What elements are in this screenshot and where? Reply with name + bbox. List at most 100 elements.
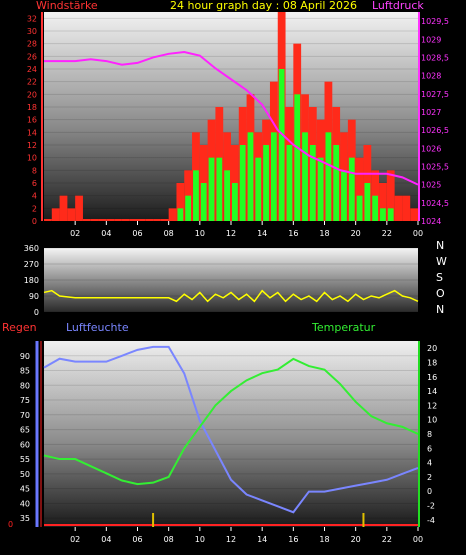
time-tick-label: 12 xyxy=(226,229,236,238)
time-tick-label: 00 xyxy=(413,229,423,238)
wind-average-bar xyxy=(387,208,394,221)
pressure-tick-label: 1024 xyxy=(421,217,441,226)
wind-average-bar xyxy=(208,157,215,221)
temperature-tick-label: 12 xyxy=(427,401,437,410)
time-tick-label: 16 xyxy=(288,229,298,238)
wind-average-bar xyxy=(193,170,199,221)
wind-gust-bar xyxy=(121,219,130,221)
wind-average-bar xyxy=(364,183,371,221)
humidity-tick-label: 45 xyxy=(20,485,30,494)
time-tick-label: 02 xyxy=(70,229,80,238)
compass-label-s: S xyxy=(436,271,443,284)
time-tick-label: 04 xyxy=(101,229,111,238)
wind-gust-bar xyxy=(90,219,99,221)
time-tick-label: 22 xyxy=(382,229,392,238)
wind-average-bar xyxy=(216,157,223,221)
wind-tick-label: 16 xyxy=(27,116,37,125)
wind-gust-bar xyxy=(160,219,169,221)
pressure-tick-label: 1024,5 xyxy=(421,199,449,208)
temperature-tick-label: 14 xyxy=(427,387,437,396)
humidity-tick-label: 65 xyxy=(20,426,30,435)
wind-tick-label: 20 xyxy=(27,90,37,99)
temperature-tick-label: 20 xyxy=(427,344,437,353)
time-tick-label: 08 xyxy=(164,229,174,238)
pressure-line xyxy=(44,50,419,186)
wind-average-bar xyxy=(177,208,184,221)
wind-gust-bar xyxy=(114,219,122,221)
wind-average-bar xyxy=(309,145,316,221)
pressure-tick-label: 1029,5 xyxy=(421,17,449,26)
wind-tick-label: 24 xyxy=(27,65,37,74)
time-tick-label: 10 xyxy=(195,229,205,238)
temperature-tick-label: 18 xyxy=(427,358,437,367)
temperature-tick-label: -4 xyxy=(427,516,435,525)
wind-gust-bar xyxy=(106,219,115,221)
pressure-tick-label: 1026 xyxy=(421,144,441,153)
humidity-temperature-plot-area xyxy=(44,341,418,527)
pressure-axis-title: Luftdruck xyxy=(372,0,424,12)
wind-gust-bar xyxy=(386,170,395,221)
time-tick-label: 18 xyxy=(319,535,329,544)
direction-tick-label: 270 xyxy=(24,260,39,269)
humidity-tick-label: 60 xyxy=(20,440,30,449)
wind-average-bar xyxy=(247,132,254,221)
temperature-tick-label: 6 xyxy=(427,444,432,453)
wind-average-bar xyxy=(372,195,379,221)
wind-tick-label: 28 xyxy=(27,40,37,49)
wind-gust-bar xyxy=(168,208,177,221)
wind-average-bar xyxy=(294,94,301,221)
humidity-temperature-chart: 354045505560657075808590-4-2024681012141… xyxy=(8,341,437,544)
humidity-tick-label: 85 xyxy=(20,367,30,376)
temperature-tick-label: 0 xyxy=(427,487,432,496)
time-tick-label: 02 xyxy=(70,535,80,544)
pressure-tick-label: 1025 xyxy=(421,181,441,190)
wind-tick-label: 26 xyxy=(27,52,37,61)
wind-direction-plot-area xyxy=(44,248,418,312)
humidity-tick-label: 90 xyxy=(20,352,30,361)
wind-gust-bar xyxy=(371,170,380,221)
direction-tick-label: 0 xyxy=(34,308,39,317)
wind-tick-label: 10 xyxy=(27,154,37,163)
rain-axis-title: Regen xyxy=(2,321,37,334)
humidity-tick-label: 80 xyxy=(20,381,30,390)
wind-tick-label: 18 xyxy=(27,103,37,112)
wind-gust-bar xyxy=(82,219,91,221)
wind-tick-label: 8 xyxy=(32,166,37,175)
wind-gust-bar xyxy=(137,219,146,221)
wind-tick-label: 4 xyxy=(32,192,37,201)
page-title: 24 hour graph day : 08 April 2026 xyxy=(170,0,357,12)
wind-average-bar xyxy=(270,132,277,221)
humidity-tick-label: 40 xyxy=(20,499,30,508)
wind-average-bar xyxy=(341,170,347,221)
temperature-tick-label: 10 xyxy=(427,416,437,425)
wind-tick-label: 32 xyxy=(27,14,37,23)
wind-tick-label: 30 xyxy=(27,27,37,36)
wind-gust-bar xyxy=(145,219,154,221)
wind-average-bar xyxy=(263,145,269,221)
wind-gust-bar xyxy=(184,170,193,221)
time-tick-label: 10 xyxy=(195,535,205,544)
wind-gust-bar xyxy=(402,195,411,221)
wind-tick-label: 2 xyxy=(32,204,37,213)
wind-average-bar xyxy=(356,195,363,221)
wind-average-bar xyxy=(239,145,246,221)
wind-gust-bar xyxy=(176,183,185,221)
time-tick-label: 08 xyxy=(164,535,174,544)
wind-average-bar xyxy=(224,170,230,221)
time-tick-label: 18 xyxy=(319,229,329,238)
wind-tick-label: 12 xyxy=(27,141,37,150)
wind-average-bar xyxy=(200,183,207,221)
wind-axis-title: Windstärke xyxy=(36,0,98,12)
time-tick-label: 22 xyxy=(382,535,392,544)
wind-gust-bar xyxy=(379,183,387,221)
wind-gust-bar xyxy=(59,195,68,221)
wind-tick-label: 6 xyxy=(32,179,37,188)
wind-gust-bar xyxy=(355,157,364,221)
wind-average-bar xyxy=(185,195,192,221)
wind-average-bar xyxy=(232,183,238,221)
time-tick-label: 06 xyxy=(132,535,142,544)
pressure-tick-label: 1025,5 xyxy=(421,162,449,171)
wind-average-bar xyxy=(380,208,386,221)
wind-gust-bar xyxy=(44,219,52,221)
wind-gust-bar xyxy=(153,219,161,221)
